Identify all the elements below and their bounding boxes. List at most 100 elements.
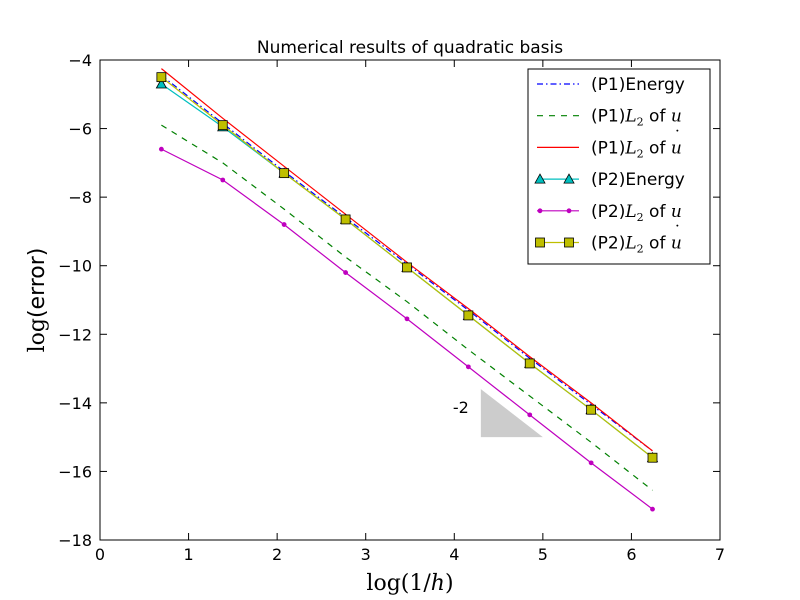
legend-marker xyxy=(564,237,574,248)
x-tick-label: 0 xyxy=(95,545,105,564)
legend-label-of: of xyxy=(644,138,671,158)
legend-box xyxy=(527,68,711,265)
data-point xyxy=(281,222,287,227)
legend-label-of: of xyxy=(644,107,671,127)
legend-entry: (P2)L2 of u xyxy=(537,202,682,224)
data-point xyxy=(647,452,658,463)
x-axis-label: log(1/h) xyxy=(366,571,453,596)
x-axis-label-var: h xyxy=(431,571,445,596)
data-point xyxy=(155,78,168,89)
x-tick-label: 6 xyxy=(626,545,636,564)
data-point xyxy=(404,316,410,322)
x-axis-label-fn: log xyxy=(366,571,400,596)
slope-triangle xyxy=(480,389,543,438)
x-tick-label: 7 xyxy=(715,545,725,564)
legend-entry: (P1)L2 of u xyxy=(537,107,682,129)
legend-label-prefix: (P1) xyxy=(591,138,625,158)
data-point xyxy=(650,506,655,512)
legend-label-prefix: (P2)Energy xyxy=(591,170,685,190)
x-tick-label: 4 xyxy=(449,545,459,564)
data-point xyxy=(465,364,471,370)
legend-label-subscript: 2 xyxy=(637,147,644,160)
legend-entry: (P2)Energy xyxy=(534,170,685,190)
x-tick-label: 5 xyxy=(538,545,548,564)
plot-frame xyxy=(99,59,721,541)
legend-marker xyxy=(537,208,543,214)
data-point xyxy=(220,177,226,183)
legend-label-subscript: 2 xyxy=(637,211,644,224)
series-1 xyxy=(161,74,653,452)
series-6 xyxy=(156,72,658,463)
series-line xyxy=(161,74,653,452)
legend-label-subscript: 2 xyxy=(637,243,644,256)
legend-label-dot: ˙ xyxy=(673,223,682,243)
y-tick-label: −12 xyxy=(58,325,92,344)
legend-label-of: of xyxy=(644,234,671,254)
data-series xyxy=(155,68,659,512)
legend-label-dot: ˙ xyxy=(673,127,682,147)
y-tick-label: −18 xyxy=(58,531,92,550)
legend-label: (P2)Energy xyxy=(591,170,685,190)
data-point xyxy=(279,168,290,179)
legend-marker xyxy=(563,173,575,184)
y-tick-label: −4 xyxy=(68,51,92,70)
legend-label: (P1)Energy xyxy=(591,75,685,95)
data-point xyxy=(340,214,351,225)
y-tick-label: −10 xyxy=(58,257,92,276)
x-axis-label-open: (1/ xyxy=(401,571,432,596)
data-point xyxy=(402,262,412,273)
legend-label-prefix: (P2) xyxy=(591,234,625,254)
data-point xyxy=(158,146,164,152)
legend: (P1)Energy(P1)L2 of u(P1)L2 of u˙(P2)Ene… xyxy=(527,68,711,265)
legend-label-variable: u xyxy=(671,138,682,158)
series-5 xyxy=(158,146,655,512)
legend-label-prefix: (P2) xyxy=(591,202,625,222)
legend-entry: (P1)Energy xyxy=(537,75,685,95)
x-tick-label: 2 xyxy=(272,545,282,564)
x-tick-label: 3 xyxy=(361,545,371,564)
legend-marker xyxy=(535,237,545,248)
data-point xyxy=(586,404,597,415)
data-point xyxy=(217,120,228,131)
data-point xyxy=(156,72,167,83)
legend-label: (P2)L2 of u xyxy=(591,234,682,256)
x-axis-label-close: ) xyxy=(445,571,454,596)
y-tick-label: −8 xyxy=(68,188,92,207)
y-tick-label: −14 xyxy=(58,394,92,413)
slope-label: -2 xyxy=(453,398,469,417)
legend-label-norm: L xyxy=(624,202,636,222)
legend-label-variable: u xyxy=(671,202,682,222)
legend-label: (P1)L2 of u xyxy=(591,107,682,129)
data-point xyxy=(343,270,349,275)
data-point xyxy=(524,358,535,369)
legend-label-variable: u xyxy=(671,107,682,127)
y-axis-label: log(error) xyxy=(25,248,50,353)
legend-label-prefix: (P1)Energy xyxy=(591,75,685,95)
series-line xyxy=(161,124,653,491)
data-point xyxy=(527,412,533,418)
legend-label-norm: L xyxy=(624,138,636,158)
y-tick-label: −6 xyxy=(68,120,92,139)
series-2 xyxy=(161,124,653,491)
y-axis-label-arg: (error) xyxy=(25,248,50,318)
legend-marker xyxy=(534,173,546,184)
y-tick-label: −16 xyxy=(58,462,92,481)
slope-annotation: -2 xyxy=(453,389,543,438)
data-point xyxy=(588,460,594,466)
y-axis-label-fn: log xyxy=(25,318,50,352)
legend-label: (P1)L2 of u xyxy=(591,138,682,160)
x-tick-label: 1 xyxy=(183,545,193,564)
legend-label-subscript: 2 xyxy=(637,116,644,129)
legend-entry: (P1)L2 of u˙ xyxy=(537,127,682,160)
legend-marker xyxy=(566,208,572,214)
legend-label-variable: u xyxy=(671,234,682,254)
legend-entry: (P2)L2 of u˙ xyxy=(535,223,682,256)
chart-title: Numerical results of quadratic basis xyxy=(257,38,563,58)
legend-label-of: of xyxy=(644,202,671,222)
legend-label-norm: L xyxy=(624,234,636,254)
data-point xyxy=(463,310,474,321)
legend-label-prefix: (P1) xyxy=(591,107,625,127)
legend-label: (P2)L2 of u xyxy=(591,202,682,224)
legend-label-norm: L xyxy=(624,107,636,127)
